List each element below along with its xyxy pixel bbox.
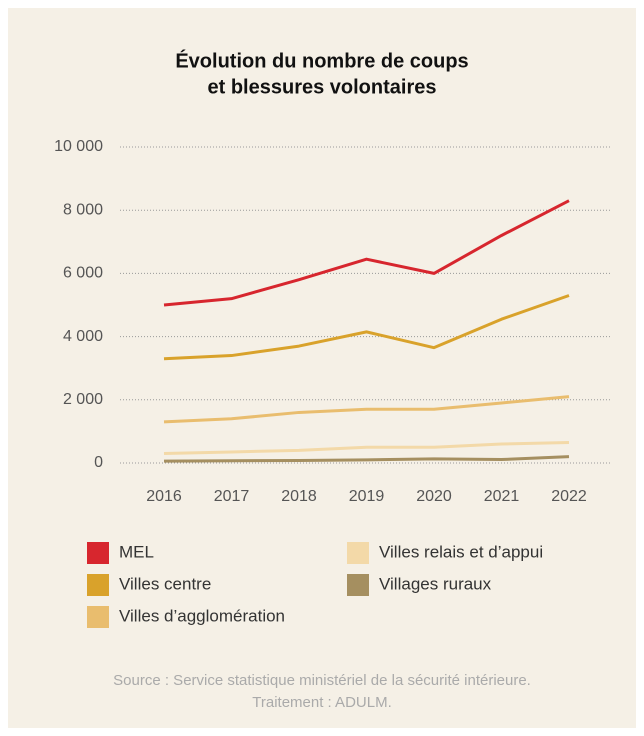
legend-swatch <box>87 606 109 628</box>
legend-label: MEL <box>119 542 154 561</box>
x-tick-label: 2021 <box>484 488 520 505</box>
y-tick-label: 6 000 <box>63 265 103 282</box>
y-tick-label: 2 000 <box>63 391 103 408</box>
x-tick-label: 2022 <box>551 488 587 505</box>
legend-swatch <box>347 542 369 564</box>
series-line <box>163 440 570 456</box>
legend-swatch <box>87 542 109 564</box>
legend-label: Villes d’agglomération <box>119 606 285 625</box>
chart-title: et blessures volontaires <box>208 76 437 98</box>
y-tick-label: 10 000 <box>54 138 103 155</box>
source-note: Traitement : ADULM. <box>252 694 391 711</box>
legend-swatch <box>87 574 109 596</box>
legend-label: Villes relais et d’appui <box>379 542 543 561</box>
series-line <box>163 395 570 424</box>
legend-label: Villages ruraux <box>379 574 492 593</box>
legend-label: Villes centre <box>119 574 211 593</box>
y-tick-label: 4 000 <box>63 328 103 345</box>
source-note: Source : Service statistique ministériel… <box>113 672 531 689</box>
series-line <box>163 294 570 361</box>
card <box>8 8 636 728</box>
y-tick-label: 0 <box>94 454 103 471</box>
x-tick-label: 2020 <box>416 488 452 505</box>
y-tick-label: 8 000 <box>63 201 103 218</box>
series-line <box>163 455 570 463</box>
chart-title: Évolution du nombre de coups <box>175 49 468 72</box>
legend-swatch <box>347 574 369 596</box>
x-tick-label: 2017 <box>214 488 250 505</box>
x-tick-label: 2018 <box>281 488 317 505</box>
x-tick-label: 2019 <box>349 488 385 505</box>
x-tick-label: 2016 <box>146 488 182 505</box>
series-line <box>163 199 570 307</box>
